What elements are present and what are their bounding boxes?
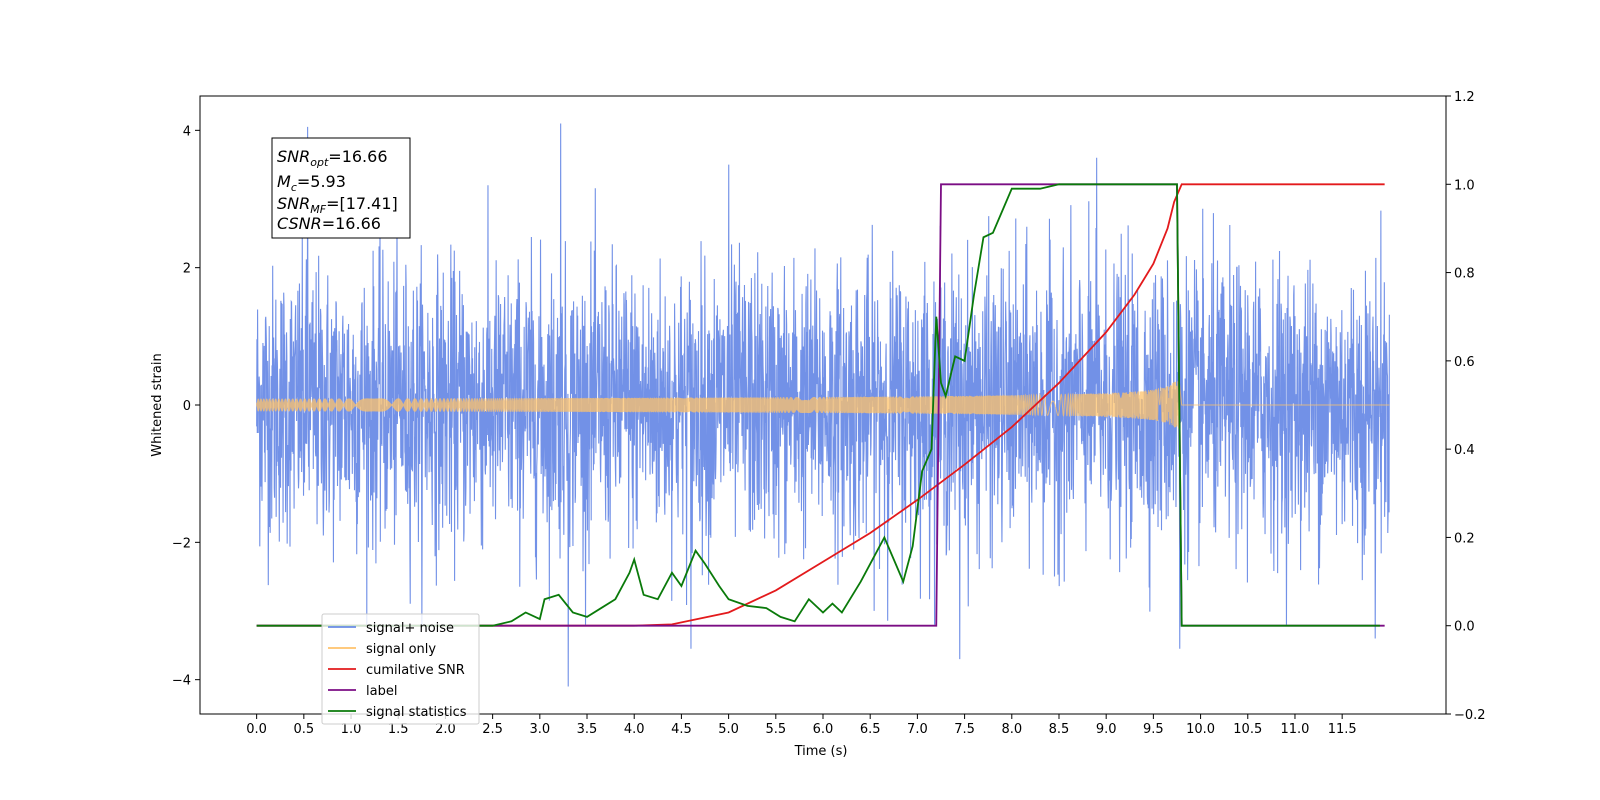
left-y-tick-label: −4	[172, 674, 191, 689]
snr-info-box: SNRopt=16.66 Mc=5.93 SNRMF=[17.41] CSNR=…	[271, 137, 411, 239]
series-signal-only	[256, 381, 1390, 429]
x-tick-label: 0.5	[293, 722, 314, 737]
right-y-tick-label: 1.2	[1454, 90, 1475, 105]
x-axis-label: Time (s)	[794, 744, 848, 759]
series-layer	[256, 123, 1390, 687]
right-y-tick-label: 1.0	[1454, 178, 1475, 193]
x-tick-label: 9.5	[1143, 722, 1164, 737]
right-y-tick-label: 0.2	[1454, 531, 1475, 546]
x-tick-label: 5.5	[765, 722, 786, 737]
info-line-snr-opt: SNRopt=16.66	[277, 147, 388, 169]
x-tick-label: 8.5	[1049, 722, 1070, 737]
right-y-tick-label: −0.2	[1454, 708, 1486, 723]
left-y-tick-label: −2	[172, 536, 191, 551]
legend-label: signal+ noise	[366, 621, 454, 636]
series-cumilative-snr	[256, 183, 1385, 627]
info-line-csnr: CSNR=16.66	[277, 214, 381, 233]
x-tick-label: 11.0	[1280, 722, 1309, 737]
legend-label: signal only	[366, 642, 436, 657]
x-axis: 0.0 0.5 1.0 1.5 2.0 2.5 3.0 3.5 4.0 4.5 5.0 5.5 6.0 6…	[246, 714, 1357, 737]
x-tick-label: 6.0	[813, 722, 834, 737]
x-tick-label: 2.0	[435, 722, 456, 737]
x-tick-label: 10.0	[1186, 722, 1215, 737]
right-y-tick-label: 0.6	[1454, 355, 1475, 370]
info-line-snr-mf: SNRMF=[17.41]	[277, 194, 398, 216]
left-y-tick-label: 0	[183, 399, 191, 414]
right-y-axis: 1.2 1.0 0.8 0.6 0.4 0.2 0.0 −0.2	[1446, 90, 1486, 723]
x-tick-label: 5.0	[718, 722, 739, 737]
x-tick-label: 4.0	[624, 722, 645, 737]
right-y-tick-label: 0.4	[1454, 443, 1475, 458]
x-tick-label: 9.0	[1096, 722, 1117, 737]
x-tick-label: 2.5	[482, 722, 503, 737]
x-tick-label: 4.5	[671, 722, 692, 737]
x-tick-label: 11.5	[1328, 722, 1357, 737]
left-y-tick-label: 2	[183, 262, 191, 277]
x-tick-label: 8.0	[1001, 722, 1022, 737]
legend: signal+ noise signal only cumilative SNR la…	[321, 613, 480, 725]
right-y-tick-label: 0.8	[1454, 267, 1475, 282]
series-signal-statistics	[256, 183, 1380, 627]
x-tick-label: 3.0	[529, 722, 550, 737]
legend-label: signal statistics	[366, 705, 467, 720]
x-tick-label: 6.5	[860, 722, 881, 737]
x-tick-label: 0.0	[246, 722, 267, 737]
x-tick-label: 1.5	[388, 722, 409, 737]
right-y-tick-label: 0.0	[1454, 620, 1475, 635]
info-line-chirp-mass: Mc=5.93	[277, 172, 346, 194]
x-tick-label: 1.0	[341, 722, 362, 737]
x-tick-label: 3.5	[577, 722, 598, 737]
series-signal-noise	[256, 123, 1390, 687]
left-y-axis-label: Whitened strain	[150, 353, 165, 456]
x-tick-label: 7.0	[907, 722, 928, 737]
legend-label: cumilative SNR	[366, 663, 465, 678]
left-y-tick-label: 4	[183, 124, 191, 139]
left-y-axis: 4 2 0 −2 −4	[172, 124, 200, 689]
x-tick-label: 7.5	[954, 722, 975, 737]
legend-label: label	[366, 684, 397, 699]
x-tick-label: 10.5	[1233, 722, 1262, 737]
